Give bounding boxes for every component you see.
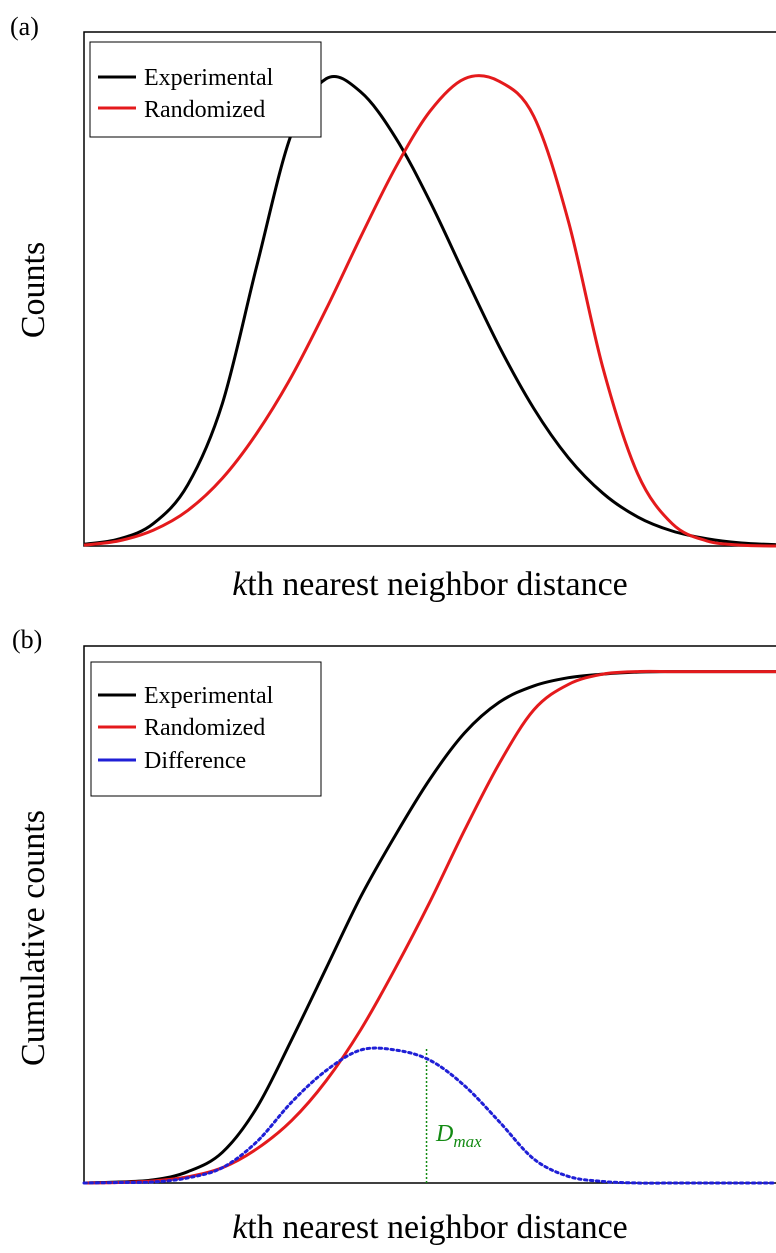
panel-a-label: (a) bbox=[10, 12, 39, 41]
dmax-label: Dmax bbox=[435, 1121, 482, 1151]
panel-a: (a) Counts Experimental Randomized kth n… bbox=[10, 12, 776, 603]
panel-a-y-axis-label: Counts bbox=[15, 242, 52, 338]
panel-b-y-axis-label: Cumulative counts bbox=[15, 810, 52, 1066]
panel-b-series-randomized bbox=[83, 669, 776, 1185]
legend-label-randomized: Randomized bbox=[144, 97, 265, 123]
legend-label-difference: Difference bbox=[144, 748, 246, 774]
panel-a-series-experimental bbox=[83, 74, 776, 547]
panel-a-plot-area bbox=[83, 31, 776, 548]
panel-b-x-axis-label: kth nearest neighbor distance bbox=[232, 1209, 628, 1246]
panel-a-x-axis-label: kth nearest neighbor distance bbox=[232, 566, 628, 603]
legend-label-randomized: Randomized bbox=[144, 715, 265, 741]
panel-a-legend: Experimental Randomized bbox=[89, 41, 322, 138]
panel-b-plot-area bbox=[82, 645, 776, 1185]
legend-label-experimental: Experimental bbox=[144, 65, 274, 91]
panel-b-frame bbox=[83, 645, 776, 1184]
panel-a-frame bbox=[83, 31, 776, 547]
legend-label-experimental: Experimental bbox=[144, 683, 274, 709]
panel-b-legend-box bbox=[90, 661, 322, 797]
panel-a-series-randomized bbox=[83, 74, 776, 548]
panel-a-legend-box bbox=[89, 41, 322, 138]
panel-b-legend: Experimental Randomized Difference bbox=[90, 661, 322, 797]
panel-b: (b) Cumulative counts Experimental Rando… bbox=[12, 625, 776, 1246]
panel-b-label: (b) bbox=[12, 625, 42, 654]
panel-b-series-difference bbox=[82, 1046, 776, 1185]
